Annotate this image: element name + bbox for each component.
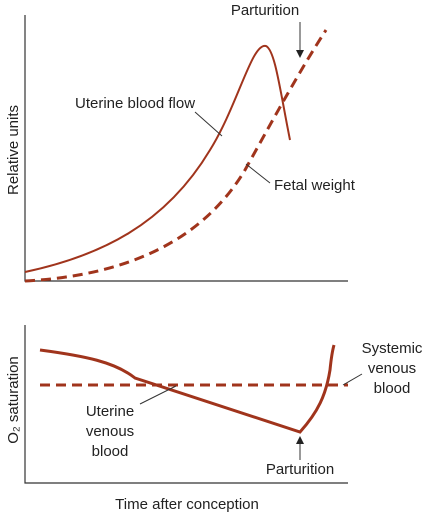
bottom-y-label: O₂ saturation <box>5 356 22 444</box>
leader-line <box>194 111 223 137</box>
bottom-axes <box>24 325 348 484</box>
top-y-label: Relative units <box>5 105 22 195</box>
curve-label: venous <box>86 423 134 440</box>
curve-label: Systemic <box>362 340 423 357</box>
curve-label: Uterine blood flow <box>75 95 195 112</box>
leader-line <box>342 373 363 386</box>
fetal-weight-curve <box>24 29 328 283</box>
event-label: Parturition <box>266 461 334 478</box>
curve-label: blood <box>92 443 129 460</box>
top-axes <box>24 15 348 282</box>
leader-line <box>245 163 271 184</box>
curve-label: venous <box>368 360 416 377</box>
curve-label: Uterine <box>86 403 134 420</box>
x-axis-label: Time after conception <box>115 496 259 513</box>
uterine-flow-curve <box>24 44 291 273</box>
uterine-venous-curve <box>39 344 336 434</box>
leader-line <box>139 385 177 405</box>
event-label: Parturition <box>231 2 299 19</box>
curve-label: blood <box>374 380 411 397</box>
curve-label: Fetal weight <box>274 177 356 194</box>
